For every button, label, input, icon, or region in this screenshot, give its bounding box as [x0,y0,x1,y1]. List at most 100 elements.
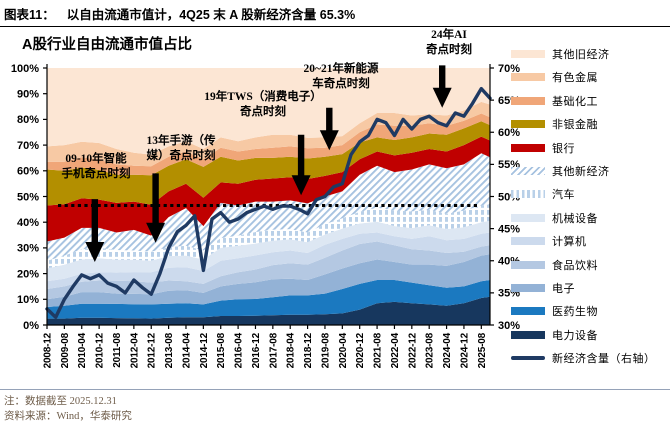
legend-item-bank: 银行 [511,141,669,155]
area-basic-chemicals [47,113,490,176]
x-axis-label: 2016-12 [251,332,262,368]
x-axis-label: 2022-04 [390,332,401,368]
annotation-text-3: 19年TWS（消费电子） 奇点时刻 [204,91,322,118]
legend-swatch-new-economy-share [511,356,545,361]
left-axis-label: 90% [17,89,39,101]
legend-label-basic-chemicals: 基础化工 [552,95,598,108]
legend-item-other-new-economy: 其他新经济 [511,164,669,178]
annotation-arrow-5 [432,65,452,108]
left-axis-label: 80% [17,114,39,126]
footer-divider [0,389,670,390]
legend-label-other-old-economy: 其他旧经济 [552,49,610,61]
source-note: 资料来源：Wind，华泰研究 [4,411,132,422]
chart-legend: 其他旧经济有色金属基础化工非银金融银行其他新经济汽车机械设备计算机食品饮料电子医… [511,47,669,374]
legend-swatch-nonferrous-metals [511,73,545,82]
legend-item-auto: 汽车 [511,187,669,201]
legend-swatch-other-new-economy [511,166,545,175]
left-axis-label: 60% [17,166,39,178]
x-axis-label: 2024-04 [442,332,453,368]
right-axis-label: 60% [498,127,520,139]
x-axis-label: 2024-12 [459,332,470,368]
x-axis-label: 2021-08 [373,332,384,368]
legend-label-pharma-bio: 医药生物 [552,306,598,319]
x-axis-label: 2020-12 [355,332,366,368]
x-axis-label: 2010-04 [77,332,88,368]
figure-number: 图表11： [4,7,55,22]
new-economy-line [45,86,492,319]
area-pharma-bio [47,280,490,319]
legend-swatch-non-bank-financial [511,120,545,129]
axes-and-annotations-group: 0%10%20%30%40%50%60%70%80%90%100%30%35%4… [11,63,520,369]
legend-swatch-power-equipment [511,330,545,339]
x-axis-label: 2023-08 [425,332,436,368]
x-axis-label: 2022-12 [407,332,418,368]
annotation-arrow-3 [291,134,311,196]
page-title: A股行业自由流通市值占比 [22,37,192,53]
legend-item-non-bank-financial: 非银金融 [511,117,669,131]
x-axis-label: 2015-08 [216,332,227,368]
legend-label-computer: 计算机 [552,236,587,249]
legend-swatch-computer [511,237,545,246]
annotation-text-5: 24年AI 奇点时刻 [426,29,472,56]
x-axis-label: 2014-04 [181,332,192,368]
x-axis-label: 2017-08 [268,332,279,368]
legend-item-food-beverage: 食品饮料 [511,258,669,272]
left-axis-label: 20% [17,268,39,280]
legend-item-other-old-economy: 其他旧经济 [511,47,669,61]
legend-swatch-other-old-economy [511,50,545,58]
x-axis-label: 2020-04 [338,332,349,368]
annotation-text-4: 20~21年新能源 车奇点时刻 [303,63,379,90]
legend-swatch-bank [511,143,545,152]
legend-label-bank: 银行 [552,142,575,155]
area-auto [47,204,490,269]
legend-label-non-bank-financial: 非银金融 [552,119,598,132]
legend-label-nonferrous-metals: 有色金属 [552,72,598,85]
left-axis-label: 10% [17,294,39,306]
annotation-arrow-4 [319,107,339,151]
legend-item-nonferrous-metals: 有色金属 [511,70,669,84]
annotation-arrow-2 [146,173,166,243]
legend-item-computer: 计算机 [511,234,669,248]
footnote: 注：数据截至 2025.12.31 [4,396,117,407]
legend-item-electronics: 电子 [511,281,669,295]
x-axis-label: 2012-04 [129,332,140,368]
x-axis-label: 2018-04 [286,332,297,368]
x-axis-label: 2014-12 [199,332,210,368]
legend-item-power-equipment: 电力设备 [511,328,669,342]
left-axis-label: 0% [23,320,39,332]
area-electronics [47,254,490,307]
left-axis-label: 50% [17,191,39,203]
annotation-text-1: 09-10年智能 手机奇点时刻 [61,153,131,180]
left-axis-label: 30% [17,243,39,255]
x-axis-label: 2016-04 [234,332,245,368]
legend-swatch-machinery [511,213,545,222]
x-axis-label: 2010-12 [95,332,106,368]
legend-item-machinery: 机械设备 [511,211,669,225]
legend-swatch-auto [511,190,545,199]
right-axis-label: 45% [498,223,520,235]
x-axis-label: 2009-08 [60,332,71,368]
legend-label-machinery: 机械设备 [552,212,598,225]
area-nonferrous-metals [47,101,490,167]
legend-label-other-new-economy: 其他新经济 [552,165,610,178]
area-other-old-economy [47,68,490,155]
left-axis-label: 100% [11,63,39,75]
legend-label-auto: 汽车 [552,189,575,202]
legend-label-new-economy-share: 新经济含量（右轴） [552,353,656,366]
left-axis-label: 70% [17,140,39,152]
area-power-equipment [47,296,490,325]
annotation-text-2: 13年手游（传 媒）奇点时刻 [146,135,216,162]
x-axis-label: 2012-12 [147,332,158,368]
annotation-arrow-1 [85,199,105,262]
right-axis-label: 70% [498,63,520,75]
legend-swatch-electronics [511,283,545,292]
legend-label-power-equipment: 电力设备 [552,329,598,342]
legend-swatch-basic-chemicals [511,96,545,105]
legend-item-new-economy-share: 新经济含量（右轴） [511,351,669,365]
x-axis-label: 2011-08 [112,332,123,367]
legend-swatch-food-beverage [511,260,545,269]
x-axis-label: 2013-08 [164,332,175,368]
x-axis-label: 2018-12 [303,332,314,368]
